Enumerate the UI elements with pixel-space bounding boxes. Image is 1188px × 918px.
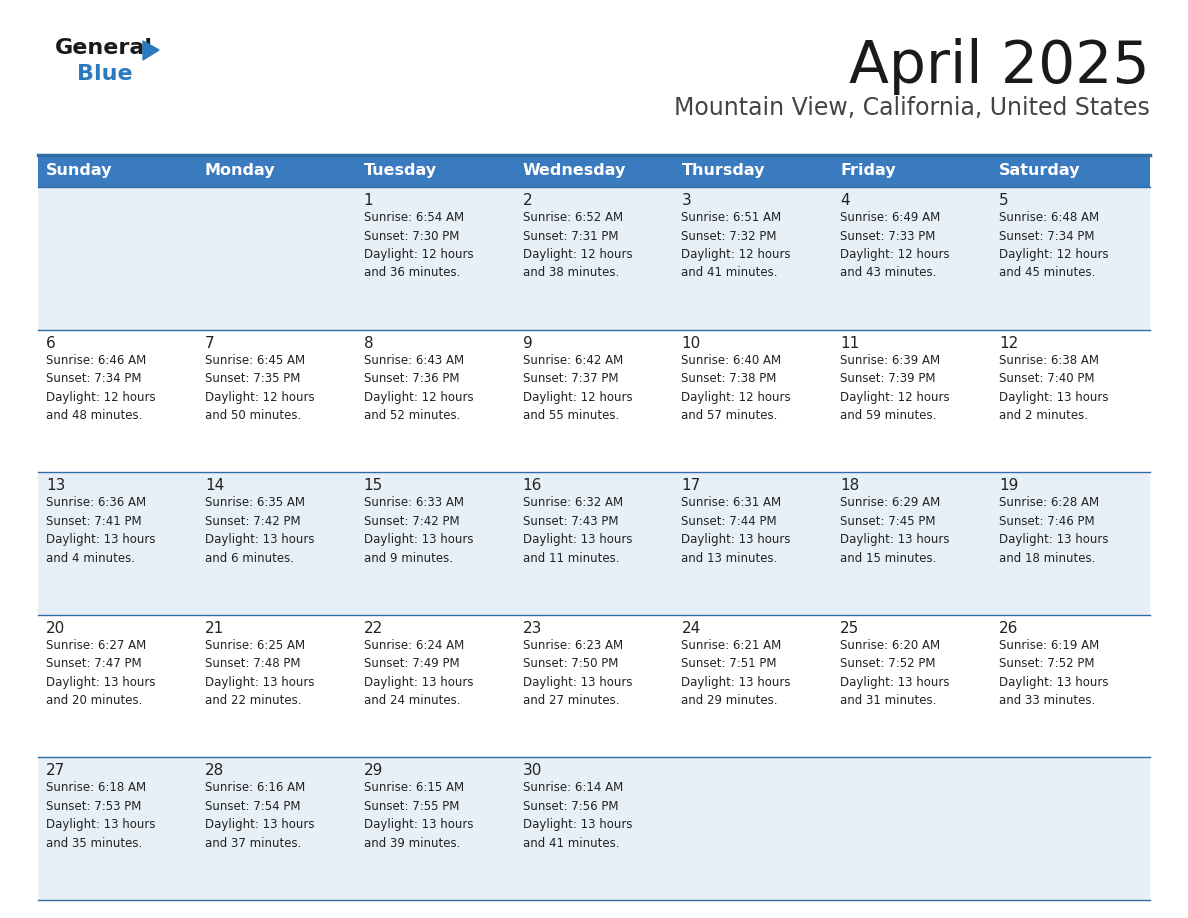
Bar	[991, 155, 1150, 187]
Text: Sunrise: 6:49 AM
Sunset: 7:33 PM
Daylight: 12 hours
and 43 minutes.: Sunrise: 6:49 AM Sunset: 7:33 PM Dayligh…	[840, 211, 950, 279]
Text: 26: 26	[999, 621, 1018, 636]
Text: 25: 25	[840, 621, 860, 636]
Text: Mountain View, California, United States: Mountain View, California, United States	[674, 96, 1150, 120]
Text: Sunrise: 6:45 AM
Sunset: 7:35 PM
Daylight: 12 hours
and 50 minutes.: Sunrise: 6:45 AM Sunset: 7:35 PM Dayligh…	[204, 353, 315, 422]
Text: 22: 22	[364, 621, 383, 636]
Text: Sunrise: 6:52 AM
Sunset: 7:31 PM
Daylight: 12 hours
and 38 minutes.: Sunrise: 6:52 AM Sunset: 7:31 PM Dayligh…	[523, 211, 632, 279]
Text: 3: 3	[682, 193, 691, 208]
Text: 24: 24	[682, 621, 701, 636]
Text: Sunrise: 6:21 AM
Sunset: 7:51 PM
Daylight: 13 hours
and 29 minutes.: Sunrise: 6:21 AM Sunset: 7:51 PM Dayligh…	[682, 639, 791, 707]
Text: Sunrise: 6:33 AM
Sunset: 7:42 PM
Daylight: 13 hours
and 9 minutes.: Sunrise: 6:33 AM Sunset: 7:42 PM Dayligh…	[364, 497, 473, 565]
Text: Sunrise: 6:15 AM
Sunset: 7:55 PM
Daylight: 13 hours
and 39 minutes.: Sunrise: 6:15 AM Sunset: 7:55 PM Dayligh…	[364, 781, 473, 850]
Text: Sunrise: 6:40 AM
Sunset: 7:38 PM
Daylight: 12 hours
and 57 minutes.: Sunrise: 6:40 AM Sunset: 7:38 PM Dayligh…	[682, 353, 791, 422]
Text: Blue: Blue	[77, 64, 133, 84]
Text: 8: 8	[364, 336, 373, 351]
Bar	[38, 615, 1150, 757]
Text: Monday: Monday	[204, 163, 276, 178]
Text: Saturday: Saturday	[999, 163, 1081, 178]
Bar	[38, 330, 1150, 472]
Bar	[38, 155, 197, 187]
Text: April 2025: April 2025	[849, 38, 1150, 95]
Bar	[38, 757, 1150, 900]
Bar	[38, 472, 1150, 615]
Text: 12: 12	[999, 336, 1018, 351]
Text: General: General	[55, 38, 153, 58]
Text: Sunrise: 6:54 AM
Sunset: 7:30 PM
Daylight: 12 hours
and 36 minutes.: Sunrise: 6:54 AM Sunset: 7:30 PM Dayligh…	[364, 211, 473, 279]
Text: 10: 10	[682, 336, 701, 351]
Text: 18: 18	[840, 478, 860, 493]
Text: Thursday: Thursday	[682, 163, 765, 178]
Text: Sunrise: 6:36 AM
Sunset: 7:41 PM
Daylight: 13 hours
and 4 minutes.: Sunrise: 6:36 AM Sunset: 7:41 PM Dayligh…	[46, 497, 156, 565]
Text: Sunrise: 6:27 AM
Sunset: 7:47 PM
Daylight: 13 hours
and 20 minutes.: Sunrise: 6:27 AM Sunset: 7:47 PM Dayligh…	[46, 639, 156, 707]
Text: 17: 17	[682, 478, 701, 493]
Text: Sunrise: 6:29 AM
Sunset: 7:45 PM
Daylight: 13 hours
and 15 minutes.: Sunrise: 6:29 AM Sunset: 7:45 PM Dayligh…	[840, 497, 949, 565]
Text: Sunrise: 6:31 AM
Sunset: 7:44 PM
Daylight: 13 hours
and 13 minutes.: Sunrise: 6:31 AM Sunset: 7:44 PM Dayligh…	[682, 497, 791, 565]
Text: Sunrise: 6:48 AM
Sunset: 7:34 PM
Daylight: 12 hours
and 45 minutes.: Sunrise: 6:48 AM Sunset: 7:34 PM Dayligh…	[999, 211, 1108, 279]
Text: Sunrise: 6:46 AM
Sunset: 7:34 PM
Daylight: 12 hours
and 48 minutes.: Sunrise: 6:46 AM Sunset: 7:34 PM Dayligh…	[46, 353, 156, 422]
Bar	[514, 155, 674, 187]
Text: Sunrise: 6:42 AM
Sunset: 7:37 PM
Daylight: 12 hours
and 55 minutes.: Sunrise: 6:42 AM Sunset: 7:37 PM Dayligh…	[523, 353, 632, 422]
Bar	[38, 187, 1150, 330]
Text: Sunrise: 6:25 AM
Sunset: 7:48 PM
Daylight: 13 hours
and 22 minutes.: Sunrise: 6:25 AM Sunset: 7:48 PM Dayligh…	[204, 639, 315, 707]
Text: 21: 21	[204, 621, 225, 636]
Text: 20: 20	[46, 621, 65, 636]
Text: Friday: Friday	[840, 163, 896, 178]
Text: Sunrise: 6:23 AM
Sunset: 7:50 PM
Daylight: 13 hours
and 27 minutes.: Sunrise: 6:23 AM Sunset: 7:50 PM Dayligh…	[523, 639, 632, 707]
Text: 28: 28	[204, 764, 225, 778]
Text: 4: 4	[840, 193, 849, 208]
Bar	[833, 155, 991, 187]
Text: Sunrise: 6:14 AM
Sunset: 7:56 PM
Daylight: 13 hours
and 41 minutes.: Sunrise: 6:14 AM Sunset: 7:56 PM Dayligh…	[523, 781, 632, 850]
Bar	[674, 155, 833, 187]
Text: 23: 23	[523, 621, 542, 636]
Text: 14: 14	[204, 478, 225, 493]
Bar	[355, 155, 514, 187]
Text: Sunrise: 6:32 AM
Sunset: 7:43 PM
Daylight: 13 hours
and 11 minutes.: Sunrise: 6:32 AM Sunset: 7:43 PM Dayligh…	[523, 497, 632, 565]
Text: 2: 2	[523, 193, 532, 208]
Text: Sunrise: 6:43 AM
Sunset: 7:36 PM
Daylight: 12 hours
and 52 minutes.: Sunrise: 6:43 AM Sunset: 7:36 PM Dayligh…	[364, 353, 473, 422]
Text: Sunday: Sunday	[46, 163, 113, 178]
Text: Sunrise: 6:28 AM
Sunset: 7:46 PM
Daylight: 13 hours
and 18 minutes.: Sunrise: 6:28 AM Sunset: 7:46 PM Dayligh…	[999, 497, 1108, 565]
Text: 11: 11	[840, 336, 860, 351]
Text: Sunrise: 6:20 AM
Sunset: 7:52 PM
Daylight: 13 hours
and 31 minutes.: Sunrise: 6:20 AM Sunset: 7:52 PM Dayligh…	[840, 639, 949, 707]
Text: 27: 27	[46, 764, 65, 778]
Text: 6: 6	[46, 336, 56, 351]
Text: Tuesday: Tuesday	[364, 163, 437, 178]
Polygon shape	[143, 41, 159, 60]
Text: Sunrise: 6:24 AM
Sunset: 7:49 PM
Daylight: 13 hours
and 24 minutes.: Sunrise: 6:24 AM Sunset: 7:49 PM Dayligh…	[364, 639, 473, 707]
Text: Sunrise: 6:39 AM
Sunset: 7:39 PM
Daylight: 12 hours
and 59 minutes.: Sunrise: 6:39 AM Sunset: 7:39 PM Dayligh…	[840, 353, 950, 422]
Text: 30: 30	[523, 764, 542, 778]
Text: Wednesday: Wednesday	[523, 163, 626, 178]
Text: Sunrise: 6:19 AM
Sunset: 7:52 PM
Daylight: 13 hours
and 33 minutes.: Sunrise: 6:19 AM Sunset: 7:52 PM Dayligh…	[999, 639, 1108, 707]
Text: Sunrise: 6:38 AM
Sunset: 7:40 PM
Daylight: 13 hours
and 2 minutes.: Sunrise: 6:38 AM Sunset: 7:40 PM Dayligh…	[999, 353, 1108, 422]
Text: Sunrise: 6:51 AM
Sunset: 7:32 PM
Daylight: 12 hours
and 41 minutes.: Sunrise: 6:51 AM Sunset: 7:32 PM Dayligh…	[682, 211, 791, 279]
Text: 5: 5	[999, 193, 1009, 208]
Text: 16: 16	[523, 478, 542, 493]
Text: Sunrise: 6:18 AM
Sunset: 7:53 PM
Daylight: 13 hours
and 35 minutes.: Sunrise: 6:18 AM Sunset: 7:53 PM Dayligh…	[46, 781, 156, 850]
Text: 7: 7	[204, 336, 215, 351]
Text: 15: 15	[364, 478, 383, 493]
Text: 29: 29	[364, 764, 383, 778]
Text: Sunrise: 6:16 AM
Sunset: 7:54 PM
Daylight: 13 hours
and 37 minutes.: Sunrise: 6:16 AM Sunset: 7:54 PM Dayligh…	[204, 781, 315, 850]
Text: 19: 19	[999, 478, 1018, 493]
Bar	[197, 155, 355, 187]
Text: Sunrise: 6:35 AM
Sunset: 7:42 PM
Daylight: 13 hours
and 6 minutes.: Sunrise: 6:35 AM Sunset: 7:42 PM Dayligh…	[204, 497, 315, 565]
Text: 1: 1	[364, 193, 373, 208]
Text: 13: 13	[46, 478, 65, 493]
Text: 9: 9	[523, 336, 532, 351]
